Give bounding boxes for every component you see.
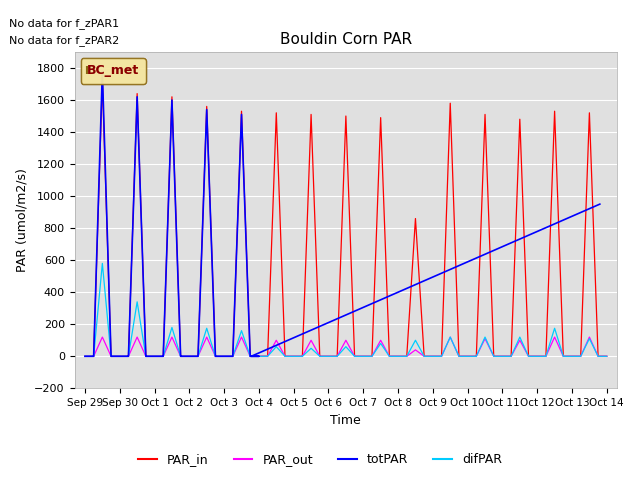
X-axis label: Time: Time [330, 414, 361, 427]
Y-axis label: PAR (umol/m2/s): PAR (umol/m2/s) [16, 168, 29, 272]
Text: No data for f_zPAR1: No data for f_zPAR1 [10, 18, 120, 29]
Title: Bouldin Corn PAR: Bouldin Corn PAR [280, 32, 412, 47]
Text: No data for f_zPAR2: No data for f_zPAR2 [10, 35, 120, 46]
Legend: BC_met: BC_met [81, 58, 145, 84]
Legend: PAR_in, PAR_out, totPAR, difPAR: PAR_in, PAR_out, totPAR, difPAR [133, 448, 507, 471]
